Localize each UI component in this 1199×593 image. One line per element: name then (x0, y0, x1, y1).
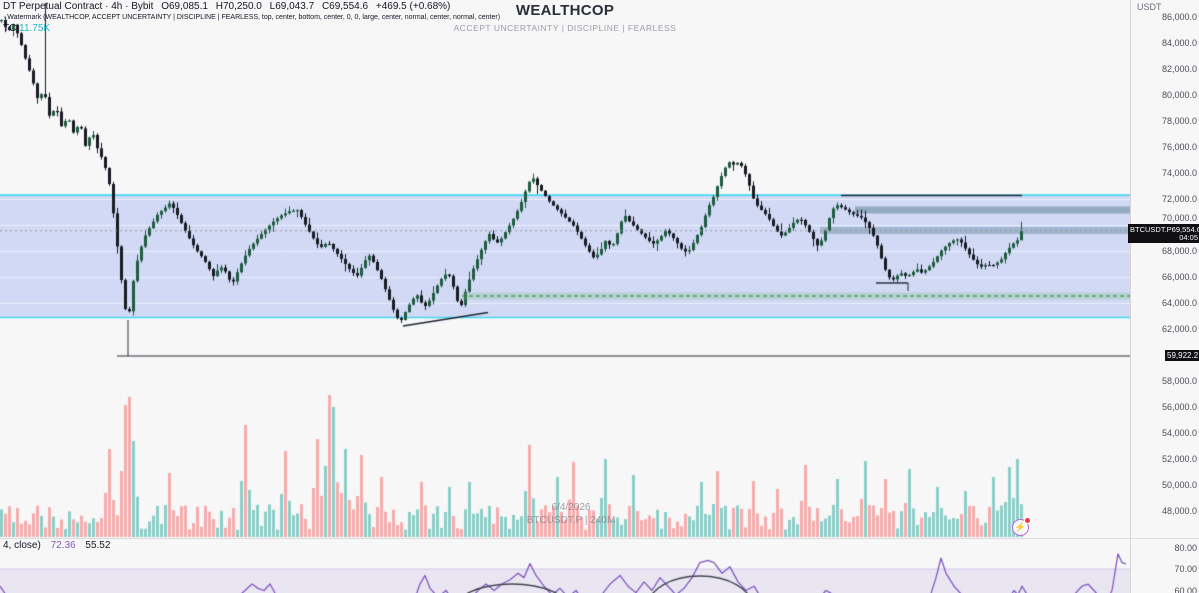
level-price-label: 59,922.2 (1165, 350, 1199, 361)
axis-tick-label: 84,000.0 (1161, 38, 1197, 48)
price-axis[interactable]: USDT 86,000.0 84,000.0 82,000.0 80,000.0 78,… (1128, 0, 1199, 593)
axis-tick-label: 54,000.0 (1161, 428, 1197, 438)
axis-tick-label: 50,000.0 (1161, 480, 1197, 490)
alert-lightning-icon[interactable]: ⚡ (1012, 517, 1031, 536)
ohlc-close: C69,554.6 (321, 1, 369, 12)
notification-dot (1024, 517, 1031, 524)
rsi-legend-title: 4, close) (3, 540, 41, 551)
ohlc-open: O69,085.1 (161, 1, 208, 12)
axis-tick-label: 62,000.0 (1161, 324, 1197, 334)
price-chart-canvas[interactable] (0, 0, 1130, 593)
lightning-glyph: ⚡ (1014, 522, 1027, 532)
rsi-legend[interactable]: 4, close) 72.36 55.52 (3, 540, 117, 551)
watermark-study-title[interactable]: · Watermark (WEALTHCOP, ACCEPT UNCERTAIN… (3, 14, 501, 21)
axis-tick-label: 48,000.0 (1161, 506, 1197, 516)
axis-tick-label: 52,000.0 (1161, 454, 1197, 464)
rsi-value: 72.36 (50, 540, 76, 551)
axis-tick-label: 56,000.0 (1161, 402, 1197, 412)
legend-ohlc-row[interactable]: DT Perpetual Contract · 4h · Bybit O69,0… (3, 1, 500, 12)
axis-tick-label: 86,000.0 (1161, 12, 1197, 22)
axis-tick-label: 58,000.0 (1161, 376, 1197, 386)
axis-tick-label: 72,000.0 (1161, 194, 1197, 204)
axis-tick-label: 80,000.0 (1161, 90, 1197, 100)
last-price-label: BTCUSDT.P 69,554.6 04:05 (1128, 224, 1199, 243)
ohlc-low: L69,043.7 (269, 1, 315, 12)
axis-tick-label: 66,000.0 (1161, 272, 1197, 282)
price-label-value: 69,554.6 (1171, 225, 1199, 234)
volume-legend-value: 11.75K (19, 23, 51, 34)
axis-tick-label: 60.00 (1174, 585, 1197, 593)
ohlc-change: +469.5 (+0.68%) (375, 1, 451, 12)
axis-tick-label: 64,000.0 (1161, 298, 1197, 308)
axis-tick-label: 70,000.0 (1161, 213, 1197, 223)
axis-tick-label: 76,000.0 (1161, 142, 1197, 152)
axis-currency-label: USDT (1137, 2, 1162, 12)
axis-tick-label: 70.00 (1174, 564, 1197, 574)
price-label-symbol: BTCUSDT.P (1130, 225, 1172, 234)
axis-tick-label: 80.00 (1174, 542, 1197, 553)
pane-divider[interactable] (0, 538, 1199, 539)
volume-legend-label: TC (3, 23, 17, 34)
bar-countdown: 04:05 (1179, 233, 1198, 242)
rsi-ma-value: 55.52 (85, 540, 111, 551)
axis-tick-label: 82,000.0 (1161, 64, 1197, 74)
symbol-title[interactable]: DT Perpetual Contract · 4h · Bybit (3, 1, 154, 12)
symbol-legend[interactable]: DT Perpetual Contract · 4h · Bybit O69,0… (3, 1, 500, 34)
axis-tick-label: 74,000.0 (1161, 168, 1197, 178)
ohlc-high: H70,250.0 (215, 1, 262, 12)
axis-tick-label: 78,000.0 (1161, 116, 1197, 126)
volume-legend[interactable]: TC 11.75K (3, 23, 500, 34)
axis-tick-label: 68,000.0 (1161, 246, 1197, 256)
